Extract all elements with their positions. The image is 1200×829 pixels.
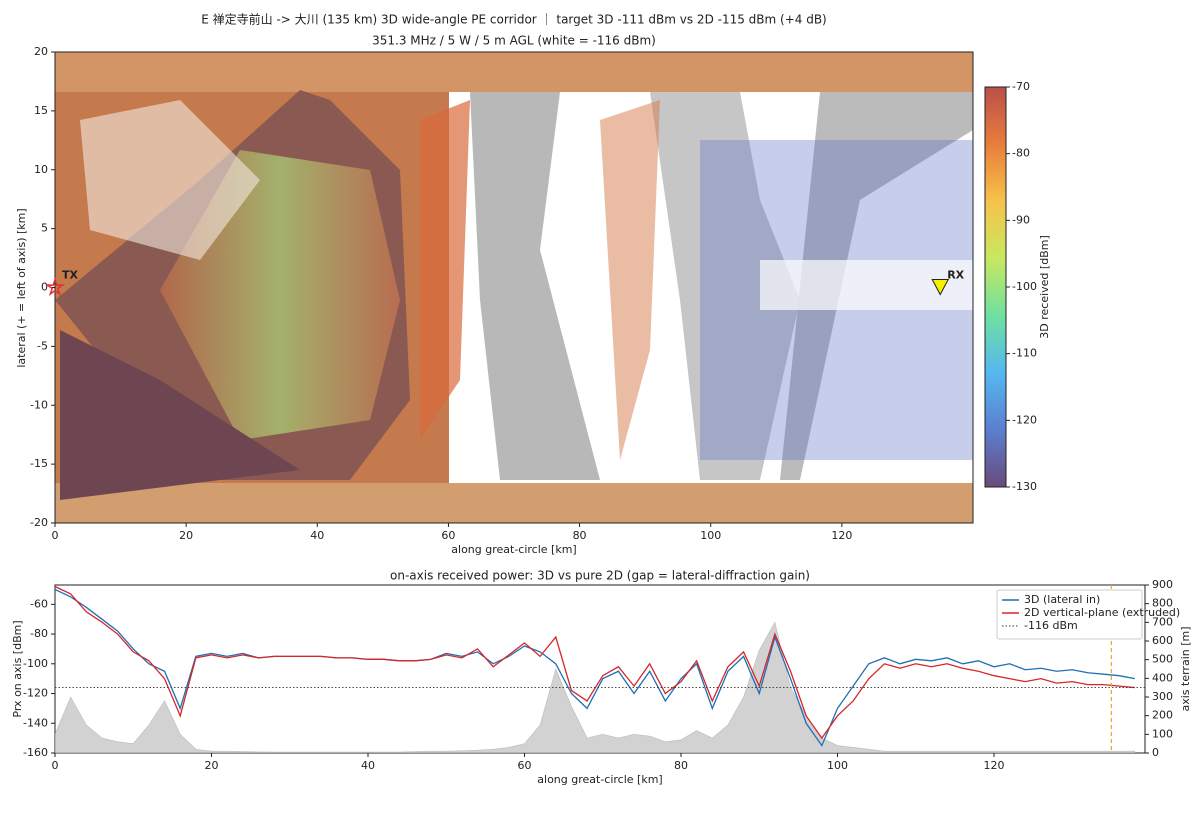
y2-tick-label: 800 [1152,597,1173,610]
plot-area [55,585,1136,753]
y-tick-label: -120 [23,687,48,700]
y-tick-label: 20 [34,45,48,58]
y-tick-label: -80 [30,627,48,640]
legend-label: -116 dBm [1024,619,1078,632]
y2-tick-label: 500 [1152,653,1173,666]
colorbar-tick-label: -120 [1012,413,1037,426]
y-tick-label: -60 [30,597,48,610]
y-tick-label: 10 [34,163,48,176]
y2-tick-label: 400 [1152,671,1173,684]
chart-title: on-axis received power: 3D vs pure 2D (g… [390,569,810,583]
terrain-area [55,621,1136,753]
x-tick-label: 80 [674,759,688,772]
series-line [55,588,1135,747]
y-tick-label: -15 [30,457,48,470]
marker-label: TX [62,269,79,282]
y-tick-label: -140 [23,716,48,729]
colorbar-label: 3D received [dBm] [1038,235,1051,338]
colorbar-tick-label: -80 [1012,147,1030,160]
y-tick-label: -100 [23,657,48,670]
y2-tick-label: 900 [1152,578,1173,591]
x-tick-label: 120 [983,759,1004,772]
colorbar-tick-label: -100 [1012,280,1037,293]
plot-frame [54,51,974,524]
x-tick-label: 120 [831,529,852,542]
y-axis-label: Prx on axis [dBm] [11,620,24,717]
x-tick-label: 20 [179,529,193,542]
marker-label: RX [947,269,964,282]
x-axis-label: along great-circle [km] [451,543,576,556]
x-tick-label: 80 [573,529,587,542]
y-tick-label: 15 [34,104,48,117]
colorbar-tick-label: -110 [1012,347,1037,360]
y-tick-label: -5 [37,339,48,352]
chart-subtitle: 351.3 MHz / 5 W / 5 m AGL (white = -116 … [372,34,656,48]
y-tick-label: 0 [41,281,48,294]
legend-label: 3D (lateral in) [1024,593,1100,606]
map-background [55,52,973,523]
x-tick-label: 40 [361,759,375,772]
y2-tick-label: 300 [1152,690,1173,703]
x-tick-label: 60 [441,529,455,542]
series-line [55,585,1135,740]
y-tick-label: -160 [23,746,48,759]
x-tick-label: 100 [700,529,721,542]
chart-title: E 禅定寺前山 -> 大川 (135 km) 3D wide-angle PE … [201,12,827,27]
colorbar-tick-label: -90 [1012,213,1030,226]
y2-tick-label: 100 [1152,727,1173,740]
y-tick-label: 5 [41,222,48,235]
x-axis-label: along great-circle [km] [537,773,662,786]
colorbar-tick-label: -130 [1012,480,1037,493]
x-tick-label: 0 [52,529,59,542]
colorbar [984,86,1007,488]
x-tick-label: 20 [204,759,218,772]
y-tick-label: -20 [30,516,48,529]
legend: 3D (lateral in)2D vertical-plane (extrud… [996,589,1180,640]
y2-tick-label: 0 [1152,746,1159,759]
y-axis-label: lateral (+ = left of axis) [km] [15,208,28,367]
y-tick-label: -10 [30,398,48,411]
tx-marker [45,277,65,296]
y2-tick-label: 200 [1152,709,1173,722]
y2-tick-label: 600 [1152,634,1173,647]
rx-marker [931,279,950,296]
legend-label: 2D vertical-plane (extruded) [1024,606,1180,619]
y2-axis-label: axis terrain [m] [1179,626,1192,711]
plot-frame [54,584,1146,754]
legend-box [996,589,1143,640]
y2-tick-label: 700 [1152,615,1173,628]
x-tick-label: 0 [52,759,59,772]
x-tick-label: 40 [310,529,324,542]
colorbar-tick-label: -70 [1012,80,1030,93]
x-tick-label: 100 [827,759,848,772]
x-tick-label: 60 [517,759,531,772]
